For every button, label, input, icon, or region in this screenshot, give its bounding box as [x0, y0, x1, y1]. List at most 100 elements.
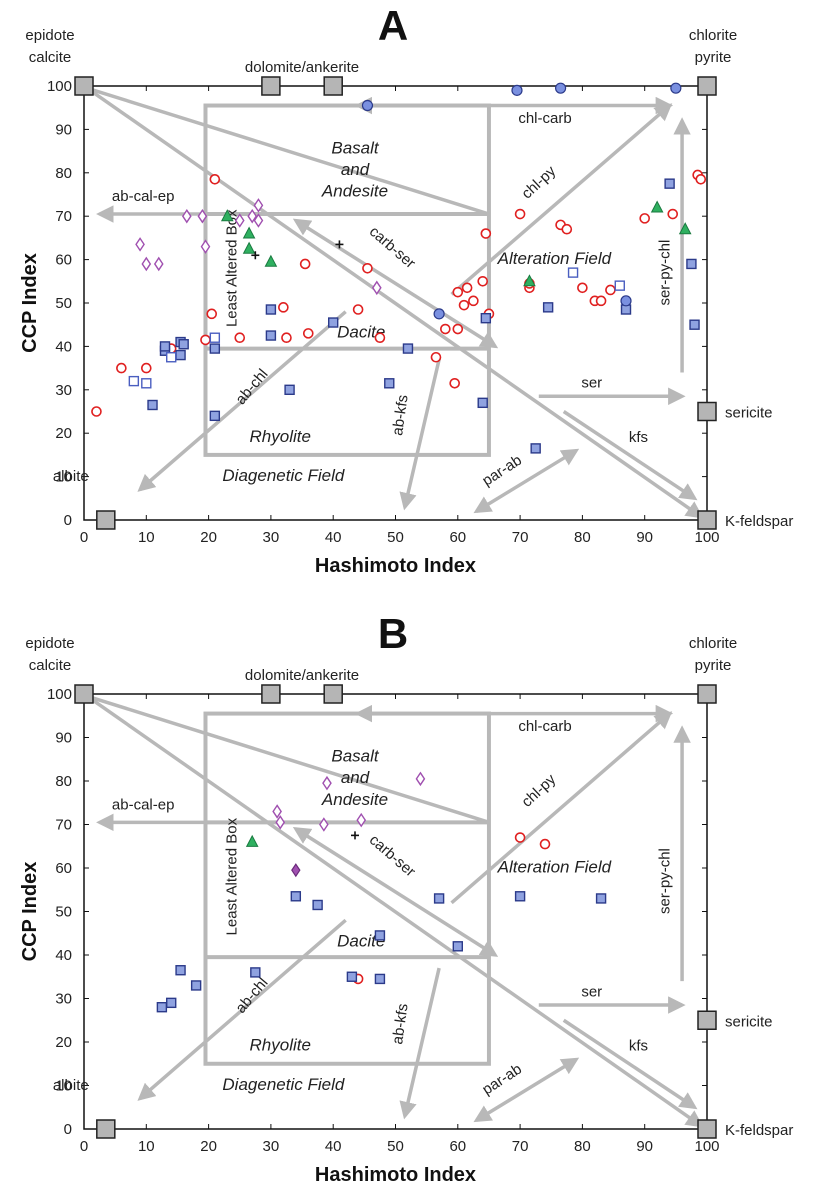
- data-point-diamond-open: [197, 208, 208, 224]
- ab-chl-vector: [137, 918, 347, 1101]
- endmember-square: [697, 76, 717, 96]
- vector-label-chl-py: chl-py: [518, 162, 559, 202]
- carb-ser-vector: [292, 826, 499, 957]
- x-tick-label: 40: [325, 529, 342, 546]
- data-point-square-filled: [166, 997, 177, 1009]
- data-point-diamond-open: [356, 812, 367, 828]
- y-tick-label: 40: [55, 338, 72, 355]
- field-label-and: and: [341, 160, 370, 179]
- endmember-square: [261, 76, 281, 96]
- data-point-square-open: [128, 375, 140, 387]
- data-point-circle-open: [595, 295, 607, 307]
- data-point-diamond-open: [153, 256, 164, 272]
- field-label-andesite: Andesite: [321, 790, 388, 809]
- x-tick-label: 90: [636, 1138, 653, 1155]
- x-tick-label: 60: [449, 529, 466, 546]
- data-point-square-open: [209, 332, 221, 343]
- vector-label-ab-chl: ab-chl: [232, 366, 271, 408]
- data-point-square-filled: [265, 304, 277, 315]
- field-label-alteration: Alteration Field: [497, 249, 612, 268]
- data-point-diamond-open: [141, 256, 152, 272]
- y-tick-label: 60: [55, 252, 72, 269]
- vector-label-ab-kfs: ab-kfs: [389, 394, 412, 437]
- data-point-diamond-open: [371, 280, 382, 296]
- y-tick-label: 90: [55, 730, 72, 747]
- data-point-circle-open: [374, 332, 386, 344]
- endmember-square: [261, 684, 281, 704]
- data-point-circle-open: [468, 295, 479, 307]
- chart-panel-a: A 00 10 10 20 20 30 30 40 40 50 50 60 60 70 70 80 80 90 90 1…: [19, 2, 793, 577]
- x-tick-label: 70: [512, 1138, 529, 1155]
- vector-label-par-ab: par-ab: [479, 1061, 525, 1099]
- vector-label-ab-kfs: ab-kfs: [389, 1003, 412, 1046]
- y-tick-label: 30: [55, 382, 72, 399]
- data-point-square-filled: [312, 899, 323, 911]
- data-point-circle-open: [639, 213, 651, 224]
- label-dolomite-ankerite: dolomite/ankerite: [245, 59, 359, 76]
- vector-label-chl-carb: chl-carb: [518, 718, 571, 735]
- field-label-diagenetic: Diagenetic Field: [222, 1075, 344, 1094]
- data-point-square-filled: [290, 891, 302, 902]
- field-label-least-altered: Least Altered Box: [224, 209, 241, 327]
- label-pyrite: pyrite: [695, 49, 732, 66]
- data-point-diamond-open: [253, 213, 264, 228]
- data-point-circle-open: [477, 275, 489, 287]
- y-tick-label: 50: [55, 904, 72, 921]
- data-point-square-filled: [530, 443, 541, 454]
- data-point-circle-open: [667, 208, 679, 220]
- x-tick-label: 30: [263, 1138, 280, 1155]
- vector-label-ab-cal-ep: ab-cal-ep: [112, 796, 175, 813]
- diagonal-ep-kfs-line: [86, 694, 704, 1128]
- data-point-square-filled: [664, 178, 675, 189]
- data-point-triangle: [242, 241, 256, 254]
- x-tick-label: 80: [574, 1138, 591, 1155]
- data-point-circle-open: [206, 308, 218, 320]
- data-point-circle-open: [352, 304, 364, 315]
- label-albite: albite: [53, 468, 89, 485]
- data-point-circle-open: [461, 282, 473, 294]
- y-axis-title: CCP Index: [19, 862, 41, 962]
- x-tick-label: 100: [694, 1138, 719, 1155]
- x-tick-label: 40: [325, 1138, 342, 1155]
- vector-label-carb-ser: carb-ser: [366, 831, 419, 880]
- data-point-square-filled: [147, 399, 158, 411]
- y-tick-label: 0: [64, 512, 72, 529]
- label-albite: albite: [53, 1077, 89, 1094]
- data-point-square-filled: [477, 397, 488, 409]
- y-tick-label: 70: [55, 208, 72, 225]
- kfs-vector: [562, 1018, 698, 1110]
- data-point-circle-open: [514, 208, 526, 220]
- diagonal-ep-kfs-line: [86, 86, 704, 519]
- x-axis-title: Hashimoto Index: [315, 1164, 476, 1186]
- vector-label-chl-py: chl-py: [518, 771, 559, 811]
- field-label-and: and: [341, 768, 370, 787]
- y-axis-title: CCP Index: [19, 253, 41, 353]
- data-point-square-filled: [480, 312, 492, 324]
- data-point-diamond-open: [272, 804, 282, 819]
- label-dolomite-ankerite: dolomite/ankerite: [245, 667, 359, 684]
- data-point-circle-open: [209, 174, 221, 185]
- data-point-square-filled: [209, 410, 221, 422]
- label-chlorite: chlorite: [689, 27, 737, 44]
- data-point-triangle: [523, 274, 536, 287]
- label-pyrite: pyrite: [695, 657, 732, 674]
- data-point-square-filled: [374, 973, 386, 985]
- x-tick-label: 70: [512, 529, 529, 546]
- data-point-circle-open: [299, 258, 311, 270]
- field-label-rhyolite: Rhyolite: [250, 1036, 311, 1055]
- data-point-square-filled: [402, 343, 414, 354]
- data-point-circle-open: [452, 323, 464, 335]
- data-point-triangle: [678, 222, 692, 235]
- y-tick-label: 10: [55, 469, 72, 486]
- data-point-diamond-open: [234, 213, 245, 228]
- y-tick-label: 20: [55, 425, 72, 442]
- data-point-diamond-open: [200, 239, 211, 254]
- y-tick-label: 20: [55, 1034, 72, 1051]
- endmember-square: [697, 1010, 717, 1030]
- data-point-square-filled: [384, 378, 395, 389]
- data-point-circle-open: [430, 351, 442, 363]
- endmember-square: [96, 1119, 116, 1139]
- label-sericite: sericite: [725, 1013, 773, 1030]
- data-point-circle-open: [605, 284, 616, 296]
- data-point-circle-open: [91, 406, 102, 417]
